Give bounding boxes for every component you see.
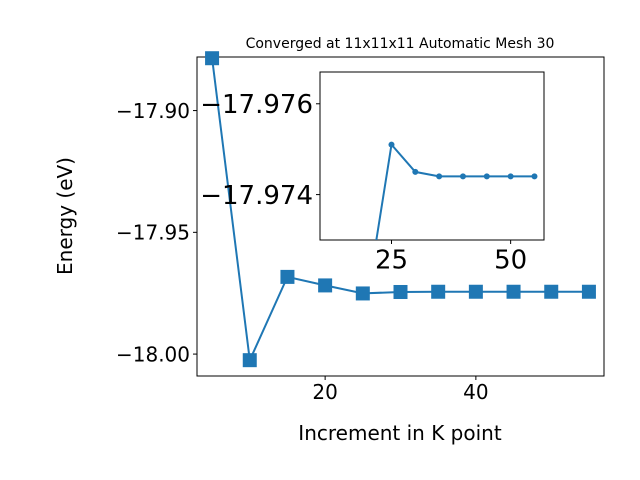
main-data-point (468, 284, 483, 299)
chart-title: Converged at 11x11x11 Automatic Mesh 30 (246, 36, 555, 52)
inset-data-point (507, 173, 514, 180)
main-data-point (355, 286, 370, 301)
main-data-point (393, 284, 408, 299)
inset-y-tick-label: −17.976 (200, 90, 313, 120)
x-axis-label: Increment in K point (298, 421, 502, 445)
main-data-point (205, 51, 220, 66)
inset-data-group (375, 141, 538, 240)
inset-x-tick-label: 25 (375, 246, 408, 276)
main-data-point (544, 284, 559, 299)
main-data-point (581, 284, 596, 299)
inset-data-point (436, 173, 443, 180)
inset-data-point (483, 173, 490, 180)
main-data-point (506, 284, 521, 299)
inset-y-tick-label: −17.974 (200, 181, 313, 211)
y-axis-label: Energy (eV) (53, 157, 77, 275)
inset-data-point (531, 173, 538, 180)
inset-x-tick-label: 50 (494, 246, 527, 276)
main-data-point (431, 284, 446, 299)
inset-series-line (375, 142, 535, 240)
main-data-point (318, 278, 333, 293)
main-x-tick-label: 20 (312, 380, 337, 404)
inset-plot-group: 25 50 −17.976 −17.974 (200, 71, 545, 276)
main-data-point (242, 353, 257, 368)
main-data-point (280, 269, 295, 284)
main-x-tick-label: 40 (463, 380, 488, 404)
inset-plot-frame (319, 71, 545, 241)
inset-data-point (412, 168, 419, 175)
inset-data-point (388, 141, 395, 148)
main-y-tick-label: −17.90 (116, 99, 190, 123)
main-y-tick-label: −17.95 (116, 221, 190, 245)
inset-data-point (459, 173, 466, 180)
main-y-tick-label: −18.00 (116, 342, 190, 366)
